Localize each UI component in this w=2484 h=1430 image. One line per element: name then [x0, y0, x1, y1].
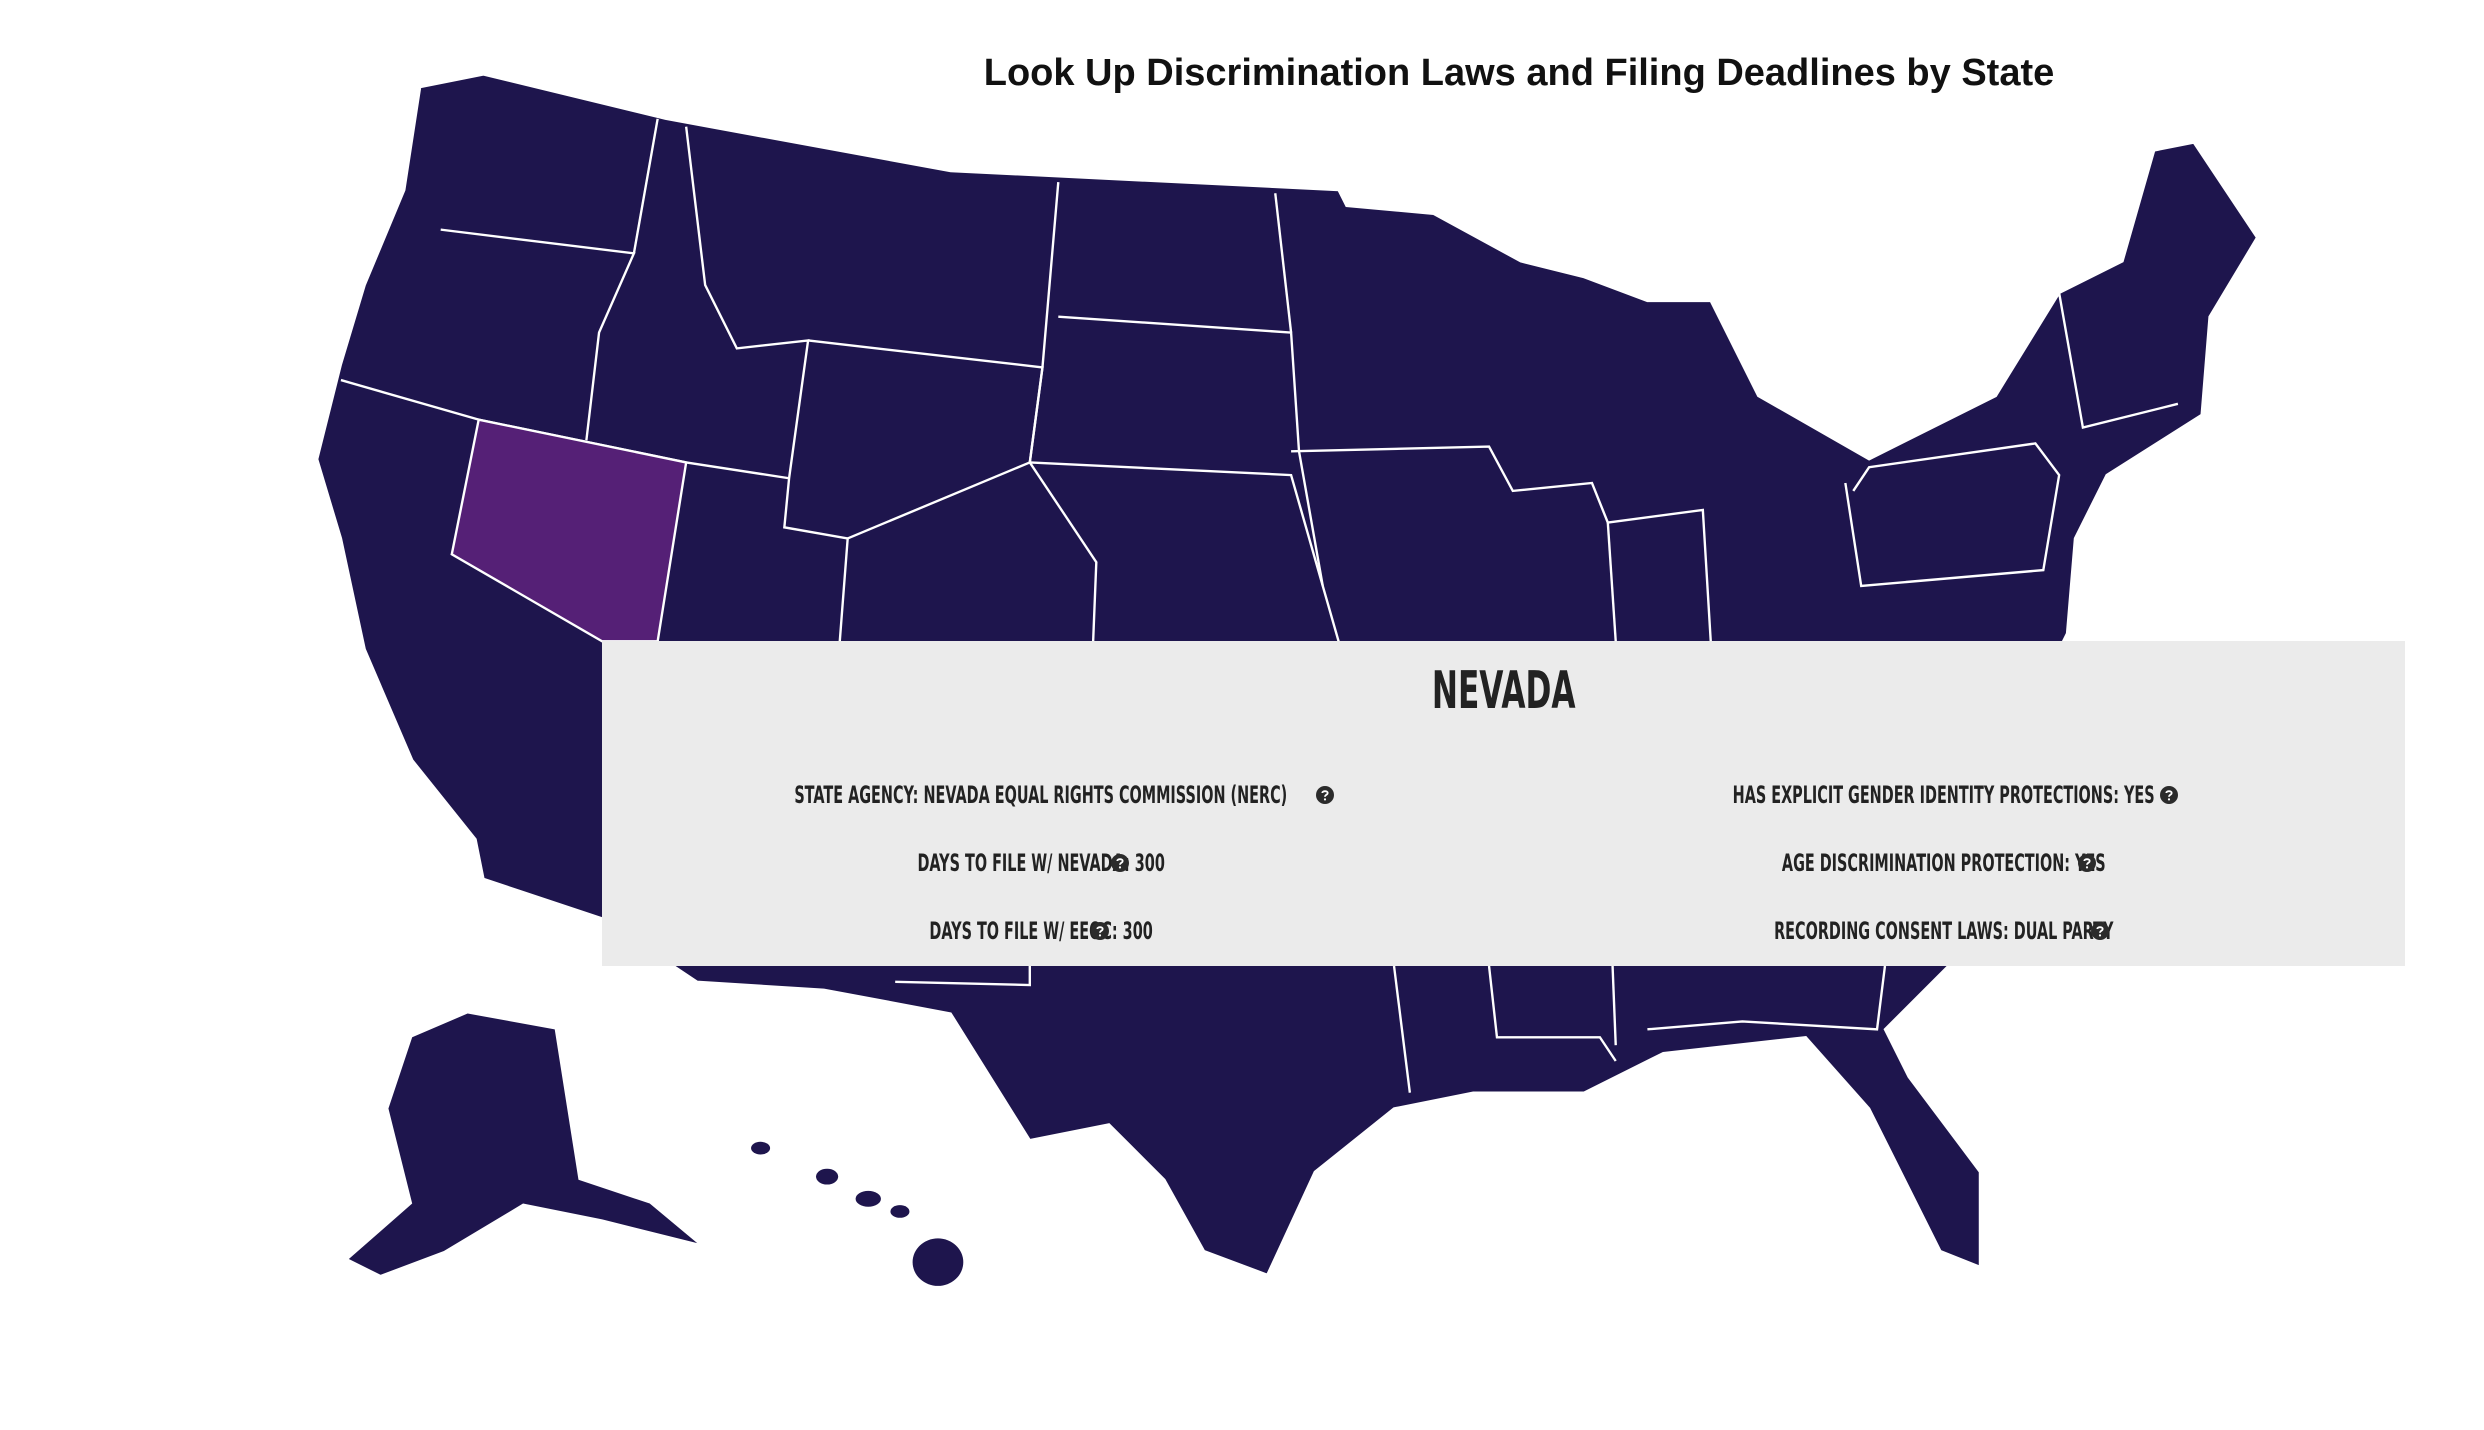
info-item: AGE DISCRIMINATION PROTECTION: YES [1505, 849, 2405, 917]
help-icon[interactable] [1111, 854, 1130, 872]
info-item: RECORDING CONSENT LAWS: DUAL PARTY [1505, 917, 2405, 985]
help-icon[interactable] [1315, 786, 1334, 804]
state-popup: NEVADA STATE AGENCY: NEVADA EQUAL RIGHTS… [602, 641, 2405, 966]
info-row: DAYS TO FILE W/ EEOC: 300 [929, 917, 1152, 945]
help-icon[interactable] [2077, 854, 2096, 872]
info-row: DAYS TO FILE W/ NEVADA: 300 [917, 849, 1164, 877]
info-row: RECORDING CONSENT LAWS: DUAL PARTY [1774, 917, 2113, 945]
info-text: STATE AGENCY: NEVADA EQUAL RIGHTS COMMIS… [794, 781, 1288, 809]
info-item: STATE AGENCY: NEVADA EQUAL RIGHTS COMMIS… [602, 781, 1502, 849]
page-title: Look Up Discrimination Laws and Filing D… [983, 52, 2055, 94]
help-icon[interactable] [2090, 922, 2109, 940]
info-row: HAS EXPLICIT GENDER IDENTITY PROTECTIONS… [1732, 781, 2178, 809]
help-icon[interactable] [1091, 922, 1110, 940]
info-text: AGE DISCRIMINATION PROTECTION: YES [1782, 849, 2106, 877]
left-column: STATE AGENCY: NEVADA EQUAL RIGHTS COMMIS… [602, 781, 1502, 985]
state-name-text: NEVADA [1431, 661, 1576, 721]
info-item: DAYS TO FILE W/ NEVADA: 300 [602, 849, 1502, 917]
info-text: DAYS TO FILE W/ EEOC: 300 [929, 917, 1153, 945]
info-row: STATE AGENCY: NEVADA EQUAL RIGHTS COMMIS… [770, 781, 1334, 809]
help-icon[interactable] [2159, 786, 2178, 804]
info-row: AGE DISCRIMINATION PROTECTION: YES [1782, 849, 2106, 877]
info-text: HAS EXPLICIT GENDER IDENTITY PROTECTIONS… [1733, 781, 2155, 809]
state-borders [340, 118, 2179, 1093]
hawaii[interactable] [751, 1141, 964, 1286]
alaska[interactable] [348, 1013, 698, 1275]
state-name: NEVADA [602, 661, 2405, 721]
info-item: DAYS TO FILE W/ EEOC: 300 [602, 917, 1502, 985]
info-item: HAS EXPLICIT GENDER IDENTITY PROTECTIONS… [1505, 781, 2405, 849]
info-text: RECORDING CONSENT LAWS: DUAL PARTY [1774, 917, 2114, 945]
right-column: HAS EXPLICIT GENDER IDENTITY PROTECTIONS… [1505, 781, 2405, 985]
